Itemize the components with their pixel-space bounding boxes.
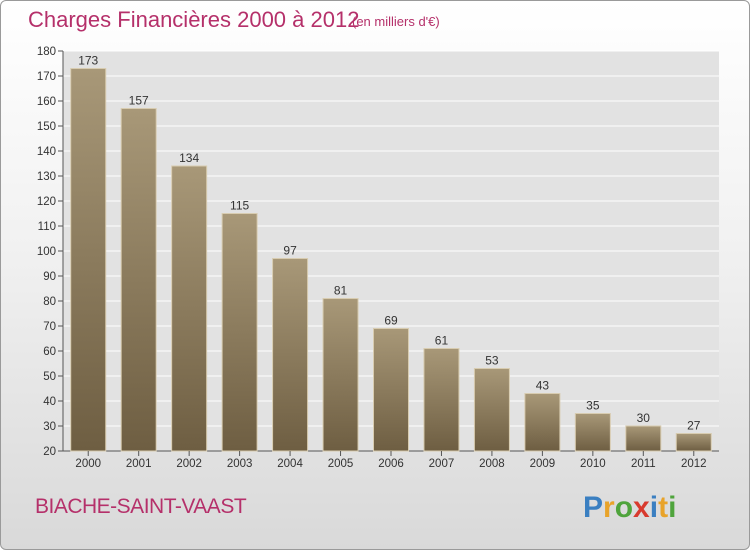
data-label-2000: 173 bbox=[78, 54, 98, 68]
y-tick-label: 100 bbox=[37, 246, 56, 258]
y-tick-label: 70 bbox=[43, 321, 56, 333]
y-tick-label: 180 bbox=[37, 46, 56, 58]
y-tick-label: 150 bbox=[37, 121, 56, 133]
y-tick-label: 50 bbox=[43, 371, 56, 383]
bar-2000 bbox=[70, 68, 107, 452]
data-label-2011: 30 bbox=[637, 411, 651, 425]
bar-2010 bbox=[574, 413, 611, 452]
data-label-2002: 134 bbox=[179, 151, 199, 165]
commune-name: BIACHE-SAINT-VAAST bbox=[35, 495, 247, 518]
x-tick-label-2003: 2003 bbox=[227, 458, 253, 470]
svg-text:Proxiti: Proxiti bbox=[583, 491, 676, 524]
bar-2008 bbox=[473, 368, 510, 452]
data-label-2008: 53 bbox=[485, 354, 499, 368]
bar-2011 bbox=[625, 425, 662, 452]
y-tick-label: 140 bbox=[37, 146, 56, 158]
x-tick-label-2001: 2001 bbox=[126, 458, 152, 470]
data-label-2009: 43 bbox=[536, 379, 550, 393]
x-tick-label-2010: 2010 bbox=[580, 458, 606, 470]
y-tick-label: 60 bbox=[43, 346, 56, 358]
y-tick-label: 40 bbox=[43, 396, 56, 408]
data-label-2007: 61 bbox=[435, 334, 449, 348]
data-label-2004: 97 bbox=[283, 244, 297, 258]
y-tick-label: 130 bbox=[37, 171, 56, 183]
bar-2003 bbox=[221, 213, 258, 452]
chart-subtitle: (en milliers d'€) bbox=[352, 14, 440, 29]
x-tick-label-2007: 2007 bbox=[429, 458, 455, 470]
data-labels: 173 157 134 115 97 81 69 61 53 43 35 30 27 bbox=[78, 54, 701, 433]
y-tick-label: 30 bbox=[43, 421, 56, 433]
data-label-2012: 27 bbox=[687, 419, 701, 433]
x-tick-label-2011: 2011 bbox=[631, 458, 656, 470]
x-tick-label-2012: 2012 bbox=[681, 458, 707, 470]
data-label-2001: 157 bbox=[129, 94, 149, 108]
bar-2009 bbox=[524, 393, 561, 452]
data-label-2005: 81 bbox=[334, 284, 348, 298]
y-tick-label: 170 bbox=[37, 71, 56, 83]
y-tick-label: 110 bbox=[38, 221, 56, 233]
x-axis-labels: 2000 2001 2002 2003 2004 2005 2006 2007 2008 2009… bbox=[75, 451, 707, 470]
x-tick-label-2004: 2004 bbox=[277, 458, 303, 470]
y-axis-labels: 20 30 40 50 60 70 80 90 100 110 120 130 140 150 160 170… bbox=[37, 46, 56, 458]
y-tick-label: 80 bbox=[43, 296, 56, 308]
bar-2004 bbox=[272, 258, 309, 452]
bar-2005 bbox=[322, 298, 359, 452]
x-tick-label-2005: 2005 bbox=[328, 458, 354, 470]
chart-title: Charges Financières 2000 à 2012 bbox=[28, 7, 360, 32]
bar-2006 bbox=[373, 328, 409, 452]
x-tick-label-2000: 2000 bbox=[75, 458, 101, 470]
data-label-2003: 115 bbox=[230, 199, 249, 213]
bar-2012 bbox=[675, 433, 712, 452]
x-tick-label-2008: 2008 bbox=[479, 458, 505, 470]
bar-2002 bbox=[171, 165, 208, 452]
bar-2007 bbox=[423, 348, 460, 452]
proxiti-logo: Proxiti bbox=[583, 491, 676, 524]
bars bbox=[70, 68, 712, 452]
x-tick-label-2006: 2006 bbox=[378, 458, 404, 470]
bar-2001 bbox=[120, 108, 157, 452]
y-tick-label: 120 bbox=[37, 196, 56, 208]
x-tick-label-2009: 2009 bbox=[530, 458, 556, 470]
y-tick-label: 20 bbox=[43, 446, 56, 458]
y-tick-label: 160 bbox=[37, 96, 56, 108]
data-label-2006: 69 bbox=[384, 314, 398, 328]
x-tick-label-2002: 2002 bbox=[176, 458, 202, 470]
data-label-2010: 35 bbox=[586, 399, 600, 413]
y-tick-label: 90 bbox=[43, 271, 56, 283]
